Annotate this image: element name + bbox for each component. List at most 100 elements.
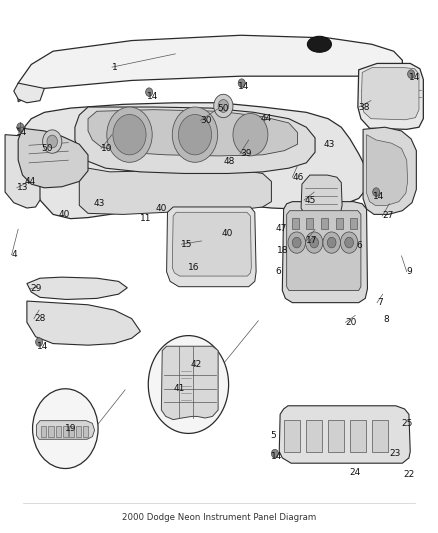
Polygon shape (172, 212, 251, 276)
Text: 50: 50 (217, 103, 228, 112)
Circle shape (148, 336, 229, 433)
Text: 42: 42 (191, 360, 202, 369)
Text: 16: 16 (187, 263, 199, 272)
Text: 47: 47 (276, 224, 287, 233)
Text: 40: 40 (155, 204, 167, 213)
Bar (306, 217, 313, 229)
Polygon shape (36, 421, 95, 439)
Text: 9: 9 (407, 268, 413, 276)
Polygon shape (301, 175, 342, 216)
Bar (372, 419, 388, 451)
Text: 18: 18 (277, 246, 288, 255)
Circle shape (178, 115, 212, 155)
Polygon shape (279, 406, 410, 463)
Polygon shape (287, 211, 361, 290)
Text: 10: 10 (101, 144, 113, 153)
Text: 13: 13 (17, 183, 28, 192)
Text: 8: 8 (383, 315, 389, 324)
Text: 5: 5 (271, 431, 276, 440)
Text: 14: 14 (409, 73, 420, 82)
Circle shape (35, 338, 42, 346)
Circle shape (345, 237, 353, 248)
Polygon shape (283, 201, 367, 303)
Bar (69, 426, 74, 437)
Polygon shape (18, 128, 88, 188)
Text: 43: 43 (93, 199, 105, 208)
Circle shape (17, 123, 24, 132)
Text: 28: 28 (34, 314, 45, 323)
Circle shape (288, 232, 305, 253)
Text: 14: 14 (147, 92, 158, 101)
Bar (76, 426, 81, 437)
Text: 46: 46 (292, 173, 304, 182)
Text: 1: 1 (112, 63, 118, 71)
Circle shape (42, 130, 62, 154)
Circle shape (146, 88, 152, 96)
Text: 4: 4 (12, 251, 17, 260)
Text: 43: 43 (324, 140, 335, 149)
Text: 19: 19 (65, 424, 77, 433)
Text: 14: 14 (238, 82, 250, 91)
Polygon shape (75, 107, 315, 173)
Circle shape (113, 115, 146, 155)
Text: 22: 22 (403, 471, 414, 479)
Circle shape (323, 232, 340, 253)
Text: 45: 45 (304, 196, 315, 205)
Circle shape (238, 79, 245, 87)
Text: 38: 38 (359, 102, 370, 111)
Circle shape (373, 188, 380, 196)
Text: 44: 44 (25, 177, 36, 186)
Text: 17: 17 (306, 237, 318, 246)
Circle shape (47, 135, 57, 148)
Bar (350, 217, 357, 229)
Text: 44: 44 (261, 114, 272, 123)
Bar (199, 240, 231, 252)
Text: 29: 29 (30, 284, 42, 293)
Ellipse shape (307, 36, 332, 52)
Circle shape (408, 70, 415, 78)
Text: 23: 23 (389, 449, 401, 458)
Circle shape (305, 232, 323, 253)
Text: 7: 7 (377, 298, 383, 307)
Bar (350, 419, 366, 451)
Text: 14: 14 (272, 453, 283, 462)
Text: 40: 40 (58, 210, 70, 219)
Text: 20: 20 (346, 318, 357, 327)
Circle shape (233, 114, 268, 156)
Polygon shape (27, 301, 141, 345)
Polygon shape (358, 63, 424, 130)
Text: 14: 14 (16, 128, 28, 137)
Polygon shape (367, 135, 408, 205)
Polygon shape (22, 103, 367, 219)
Polygon shape (14, 83, 44, 103)
Text: 14: 14 (373, 192, 384, 201)
Polygon shape (79, 165, 272, 214)
Text: 27: 27 (382, 212, 394, 221)
Bar (41, 426, 46, 437)
Circle shape (310, 237, 318, 248)
Circle shape (292, 237, 301, 248)
Circle shape (107, 107, 152, 163)
Polygon shape (5, 135, 40, 208)
Text: 41: 41 (173, 384, 184, 393)
Circle shape (218, 100, 229, 112)
Bar (306, 419, 322, 451)
Text: 15: 15 (181, 240, 193, 249)
Bar (336, 217, 343, 229)
Text: 24: 24 (349, 469, 360, 477)
Text: 6: 6 (357, 241, 362, 250)
Circle shape (172, 107, 218, 163)
Polygon shape (27, 277, 127, 300)
Text: 50: 50 (42, 144, 53, 153)
Circle shape (340, 232, 358, 253)
Bar (56, 426, 61, 437)
Polygon shape (18, 35, 403, 102)
Text: 40: 40 (221, 229, 233, 238)
Bar (292, 217, 299, 229)
Text: 14: 14 (36, 342, 48, 351)
Bar (48, 426, 53, 437)
Bar (321, 217, 328, 229)
Text: 30: 30 (201, 116, 212, 125)
Bar (63, 426, 68, 437)
Text: 25: 25 (402, 419, 413, 428)
